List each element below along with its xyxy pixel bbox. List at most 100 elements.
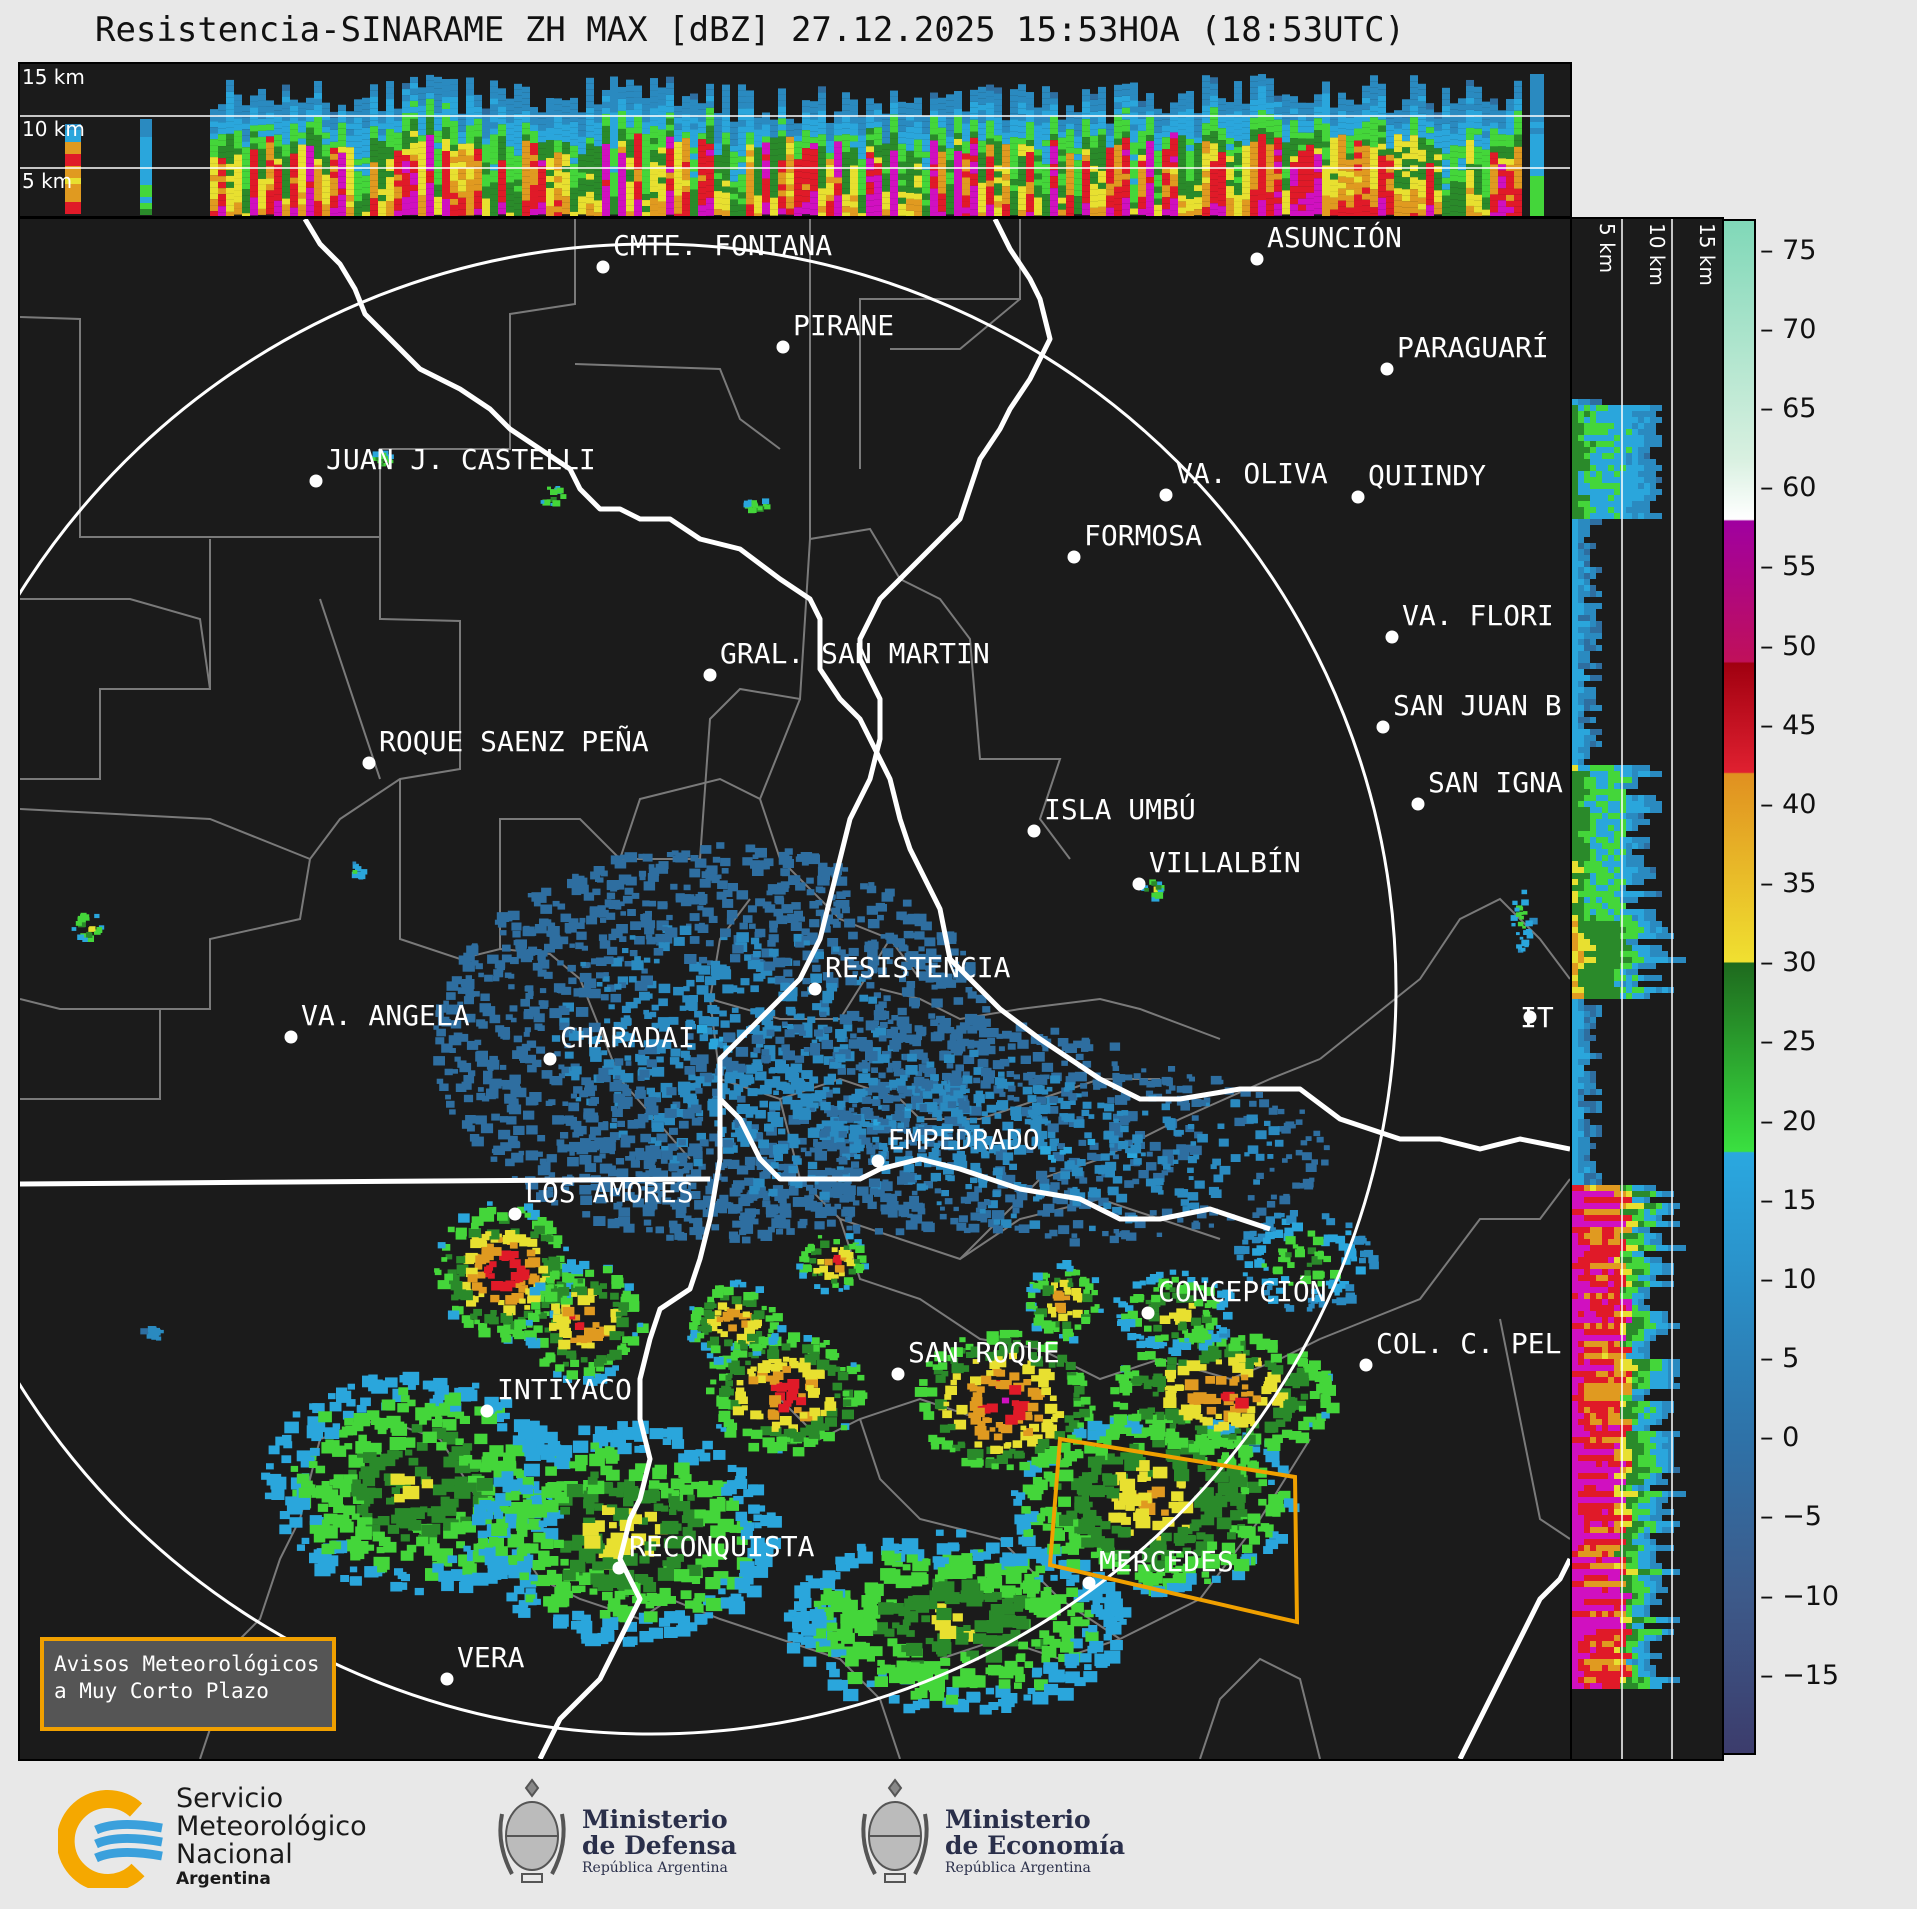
city-dot[interactable] [1067, 550, 1081, 564]
city-label: VA. OLIVA [1176, 457, 1328, 490]
top-alt-label-5: 5 km [22, 169, 72, 193]
city-label: VA. FLORI [1402, 599, 1554, 632]
city-dot[interactable] [508, 1207, 522, 1221]
international-borders-rivers [20, 219, 1570, 1759]
city-dot[interactable] [1385, 630, 1399, 644]
colorbar-tick: – 55 [1760, 551, 1817, 583]
city-dot[interactable] [871, 1154, 885, 1168]
economia-line2: de Economía [945, 1831, 1126, 1860]
city-label: ROQUE SAENZ PEÑA [379, 724, 649, 758]
colorbar-tick: – 65 [1760, 393, 1817, 425]
city-dot[interactable] [808, 982, 822, 996]
city-dot[interactable] [891, 1367, 905, 1381]
city-dot[interactable] [1132, 877, 1146, 891]
city-label: ISLA UMBÚ [1044, 792, 1196, 826]
economia-line1: Ministerio [945, 1805, 1091, 1834]
city-dot[interactable] [1250, 252, 1264, 266]
city-label: IT [1520, 1001, 1554, 1034]
radar-range-ring [20, 242, 1398, 1736]
city-dot[interactable] [284, 1030, 298, 1044]
city-dot[interactable] [440, 1672, 454, 1686]
city-label: VERA [457, 1641, 525, 1674]
colorbar-tick: – 20 [1760, 1105, 1817, 1137]
radar-map-panel[interactable]: CMTE. FONTANA ASUNCIÓN PIRANE PARAGUARÍ JUAN… [18, 217, 1572, 1761]
city-label: CHARADAI [560, 1021, 695, 1054]
city-label: PIRANE [793, 309, 894, 342]
city-dot[interactable] [543, 1052, 557, 1066]
colorbar-tick: – 45 [1760, 709, 1817, 741]
city-dot[interactable] [1141, 1306, 1155, 1320]
economia-coat-of-arms-icon [861, 1778, 929, 1883]
dbz-colorbar [1722, 219, 1756, 1755]
defensa-line3: República Argentina [582, 1860, 728, 1876]
colorbar-tick: – −15 [1760, 1659, 1840, 1691]
colorbar-tick: – 35 [1760, 868, 1817, 900]
defensa-line2: de Defensa [582, 1831, 737, 1860]
colorbar-tick: – −5 [1760, 1501, 1822, 1533]
colorbar-tick: – 25 [1760, 1026, 1817, 1058]
city-dot[interactable] [1159, 488, 1173, 502]
smn-line1: Servicio [176, 1783, 284, 1814]
city-label: ASUNCIÓN [1267, 220, 1402, 254]
city-label: INTIYACO [497, 1373, 632, 1406]
defensa-line1: Ministerio [582, 1805, 728, 1834]
city-dot[interactable] [596, 260, 610, 274]
city-dot[interactable] [776, 340, 790, 354]
colorbar-tick: – 75 [1760, 234, 1817, 266]
city-dot[interactable] [1082, 1576, 1096, 1590]
city-label: SAN ROQUE [908, 1336, 1060, 1369]
side-alt-label-10: 10 km [1645, 223, 1669, 286]
city-label: GRAL. SAN MARTIN [720, 637, 990, 670]
city-dot[interactable] [362, 756, 376, 770]
city-label: VILLALBÍN [1149, 845, 1301, 879]
city-dot[interactable] [1411, 797, 1425, 811]
top-cross-section-plot: 15 km 10 km 5 km [20, 65, 1570, 216]
top-profile-echoes [65, 74, 1544, 216]
city-label: VA. ANGELA [301, 999, 470, 1032]
top-alt-label-10: 10 km [22, 117, 85, 141]
city-dot[interactable] [703, 668, 717, 682]
city-label: FORMOSA [1084, 519, 1202, 552]
side-alt-label-15: 15 km [1695, 223, 1719, 286]
city-dot[interactable] [1351, 490, 1365, 504]
city-dot[interactable] [1523, 1010, 1537, 1024]
city-markers: CMTE. FONTANA ASUNCIÓN PIRANE PARAGUARÍ JUAN… [284, 220, 1563, 1686]
city-dot[interactable] [480, 1404, 494, 1418]
city-label: RECONQUISTA [629, 1530, 815, 1563]
city-label: SAN JUAN B [1393, 689, 1562, 722]
economia-logo-text: Ministerio de Economía República Argenti… [945, 1807, 1125, 1877]
colorbar-tick: – 0 [1760, 1422, 1800, 1454]
side-cross-section-plot: 5 km 10 km 15 km [1572, 219, 1719, 1759]
city-dot[interactable] [612, 1561, 626, 1575]
page-title: Resistencia-SINARAME ZH MAX [dBZ] 27.12.… [94, 10, 1406, 50]
radar-reflectivity-echoes [71, 450, 1538, 1715]
city-label: QUIINDY [1368, 459, 1486, 492]
economia-line3: República Argentina [945, 1860, 1091, 1876]
city-label: LOS AMORES [525, 1176, 694, 1209]
city-dot[interactable] [1376, 720, 1390, 734]
top-alt-label-15: 15 km [22, 65, 85, 89]
alert-box-line2: a Muy Corto Plazo [54, 1679, 269, 1703]
city-dot[interactable] [1380, 362, 1394, 376]
warning-polygon[interactable] [1047, 1436, 1300, 1625]
city-label: MERCEDES [1099, 1545, 1234, 1578]
city-dot[interactable] [1027, 824, 1041, 838]
defensa-logo-text: Ministerio de Defensa República Argentin… [582, 1807, 737, 1877]
city-dot[interactable] [309, 474, 323, 488]
radar-map[interactable]: CMTE. FONTANA ASUNCIÓN PIRANE PARAGUARÍ JUAN… [20, 219, 1570, 1759]
colorbar-tick: – 70 [1760, 313, 1817, 345]
city-dot[interactable] [1359, 1358, 1373, 1372]
side-cross-section-panel: 5 km 10 km 15 km [1570, 217, 1724, 1761]
alert-box-line1: Avisos Meteorológicos [54, 1652, 320, 1676]
alert-box[interactable]: Avisos Meteorológicos a Muy Corto Plazo [40, 1637, 336, 1731]
city-label: SAN IGNA [1428, 766, 1563, 799]
city-label: PARAGUARÍ [1397, 330, 1549, 364]
city-label: EMPEDRADO [888, 1123, 1040, 1156]
smn-line3: Nacional [176, 1839, 293, 1870]
city-label: RESISTENCIA [825, 951, 1011, 984]
colorbar-tick: – 50 [1760, 630, 1817, 662]
smn-line2: Meteorológico [176, 1811, 367, 1842]
smn-line4: Argentina [176, 1869, 271, 1889]
city-label: JUAN J. CASTELLI [326, 443, 596, 476]
colorbar-tick: – 15 [1760, 1184, 1817, 1216]
